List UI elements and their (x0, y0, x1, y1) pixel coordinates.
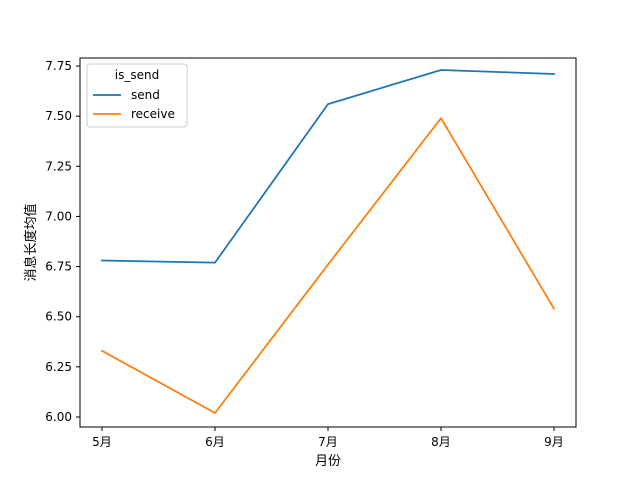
legend: is_send send receive (86, 63, 188, 128)
legend-label-receive: receive (131, 107, 175, 121)
series-line-receive (100, 117, 556, 414)
y-tick-label: 6.50 (45, 310, 72, 324)
series-line-send (101, 69, 555, 264)
legend-box (86, 63, 188, 128)
legend-items: send receive (93, 88, 175, 121)
y-tick-label: 6.00 (45, 410, 72, 424)
legend-label-send: send (131, 88, 160, 102)
y-tick-label: 6.75 (45, 260, 72, 274)
series-lines (100, 69, 556, 414)
x-tick-label: 6月 (205, 435, 225, 449)
y-axis-label: 消息长度均值 (23, 203, 39, 281)
y-tick-label: 7.75 (45, 59, 72, 73)
y-tick-label: 7.50 (45, 109, 72, 123)
y-tick-label: 7.00 (45, 209, 72, 223)
y-axis-ticks: 6.00 6.25 6.50 6.75 7.00 7.25 7.50 7.75 (45, 59, 80, 424)
legend-title: is_send (115, 68, 159, 82)
x-tick-label: 9月 (544, 435, 564, 449)
x-tick-label: 7月 (318, 435, 338, 449)
x-axis-label: 月份 (315, 454, 341, 469)
x-tick-label: 8月 (431, 435, 451, 449)
y-tick-label: 6.25 (45, 360, 72, 374)
y-tick-label: 7.25 (45, 159, 72, 173)
x-axis-ticks: 5月 6月 7月 8月 9月 (92, 427, 564, 449)
plot-frame (79, 57, 577, 428)
x-tick-label: 5月 (92, 435, 112, 449)
